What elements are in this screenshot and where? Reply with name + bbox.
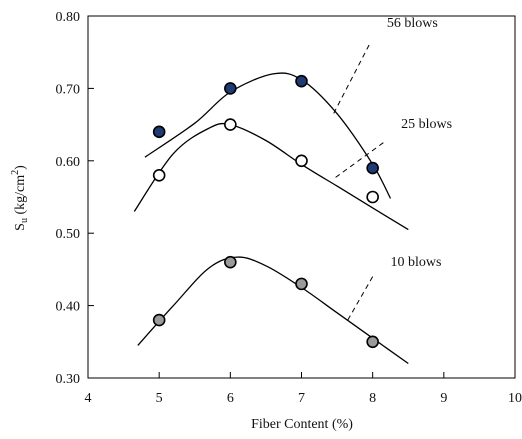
x-tick-label: 10 [508,391,522,406]
annotation-leader-56-blows [333,44,370,114]
data-point-10-blows [224,255,237,269]
data-point-56-blows [224,82,237,95]
annotation-label-56-blows: 56 blows [387,16,438,31]
x-axis-label: Fiber Content (%) [251,417,353,432]
annotation-label-25-blows: 25 blows [401,117,452,132]
x-tick-label: 8 [369,391,376,406]
annotation-leaders [333,44,384,321]
series-annotations: 56 blows 25 blows 10 blows [387,16,452,270]
series-markers [152,74,379,349]
x-axis-ticks: 4 5 6 7 8 9 10 [85,372,522,406]
series-curve-25-blows [133,122,409,231]
y-tick-label: 0.30 [56,372,81,387]
y-tick-label: 0.70 [56,82,81,97]
x-tick-label: 5 [156,391,163,406]
series-curve-56-blows [144,72,392,199]
y-axis-label-end: ) [13,165,28,170]
y-axis-label-rest: (kg/cm [13,175,28,218]
x-tick-label: 9 [440,391,447,406]
data-point-10-blows [152,313,166,327]
data-point-56-blows [366,161,379,175]
y-tick-label: 0.50 [56,227,81,242]
data-point-25-blows [224,118,237,131]
plot-area-border [87,15,516,379]
series-curves [133,72,409,365]
annotation-leader-25-blows [333,142,384,180]
data-point-25-blows [152,168,166,182]
y-axis-label-sup: 2 [10,170,21,175]
data-point-25-blows [295,154,308,168]
y-axis-ticks: 0.30 0.40 0.50 0.60 0.70 0.80 [56,10,94,387]
data-point-56-blows [295,74,308,88]
y-axis-label-main: S [13,223,28,231]
y-axis-label: Su (kg/cm2) [10,165,30,231]
y-tick-label: 0.40 [56,300,81,315]
series-curve-10-blows [137,256,409,365]
y-axis-label-sub: u [19,218,30,223]
data-point-10-blows [366,335,379,349]
data-point-10-blows [295,277,308,291]
annotation-label-10-blows: 10 blows [390,255,441,270]
x-tick-label: 4 [85,391,92,406]
plot-frame [87,15,516,379]
y-tick-label: 0.60 [56,155,81,170]
data-point-25-blows [366,190,379,204]
data-point-56-blows [152,125,166,139]
y-tick-label: 0.80 [56,10,81,25]
annotation-leader-10-blows [347,276,374,321]
x-tick-label: 6 [227,391,234,406]
x-tick-label: 7 [298,391,305,406]
